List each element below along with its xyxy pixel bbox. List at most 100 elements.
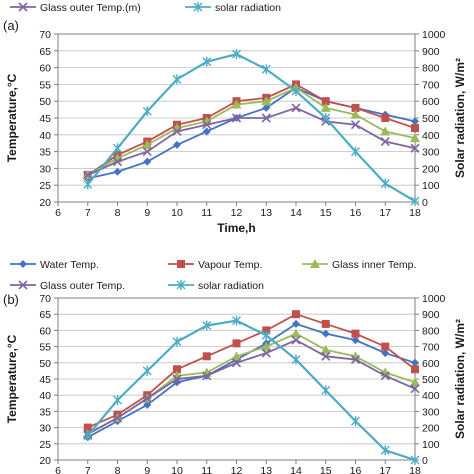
x-tick-label: 10 [171, 207, 183, 219]
data-point-solar [321, 113, 331, 123]
series-line-vapour [87, 83, 416, 176]
x-tick-label: 13 [260, 207, 272, 219]
x-tick-label: 13 [260, 465, 272, 474]
series-water [83, 319, 419, 442]
x-axis-title: Time,h [217, 221, 255, 235]
x-tick-label: 12 [231, 465, 243, 474]
x-tick-label: 8 [115, 465, 121, 474]
y-tick-label: 60 [39, 63, 51, 75]
legend: Water Temp. Vapour Temp. Glass inner Temp.… [10, 259, 416, 292]
data-point-glass_inner [410, 377, 420, 387]
data-point-glass_inner [320, 344, 331, 354]
data-point-glass_outer [112, 157, 123, 167]
data-point-glass_inner [380, 126, 391, 136]
x-tick-label: 6 [55, 465, 61, 474]
legend-marker-water [19, 260, 27, 268]
series-solar [83, 315, 420, 465]
x-tick-label: 11 [201, 465, 212, 474]
y2-tick-label: 200 [422, 423, 440, 435]
y2-tick-label: 0 [422, 455, 428, 467]
y-tick-label: 70 [39, 29, 51, 41]
data-point-water [381, 349, 390, 358]
chart-panel-a: 2025303540455055606570010020030040050060… [3, 2, 467, 235]
data-point-water [173, 140, 181, 149]
data-point-vapour [351, 329, 360, 338]
data-point-vapour [321, 97, 330, 106]
legend-label-water: Water Temp. [40, 259, 99, 271]
y2-tick-label: 500 [422, 374, 440, 386]
y2-tick-label: 600 [422, 96, 440, 108]
data-point-vapour [411, 365, 419, 374]
series-line-solar [86, 52, 416, 203]
y-tick-label: 35 [39, 147, 51, 159]
series-solar [83, 49, 420, 207]
data-point-glass_outer [142, 393, 152, 404]
data-point-solar [351, 146, 360, 157]
y2-tick-label: 600 [422, 358, 440, 370]
series-glass_outer [83, 335, 420, 439]
x-tick-label: 7 [85, 207, 91, 219]
panel-label: (b) [3, 292, 19, 307]
data-point-solar [113, 143, 122, 154]
data-point-water [351, 336, 360, 345]
series-glass_inner [82, 82, 420, 180]
x-tick-label: 17 [379, 465, 391, 474]
series-line-glass_inner [87, 332, 416, 435]
data-point-glass_outer [321, 351, 331, 361]
data-point-glass_outer [350, 354, 361, 365]
x-tick-label: 15 [320, 465, 332, 474]
y2-tick-label: 700 [422, 79, 440, 91]
data-point-water [411, 117, 419, 126]
data-point-solar [380, 178, 390, 189]
y-tick-label: 30 [39, 423, 51, 435]
y-tick-label: 20 [39, 455, 51, 467]
data-point-water [143, 400, 152, 409]
x-tick-label: 18 [409, 207, 421, 219]
data-point-glass_outer [112, 413, 123, 423]
y-tick-label: 25 [39, 180, 51, 192]
data-point-solar [83, 179, 93, 190]
legend-label-vapour: Vapour Temp. [198, 259, 262, 271]
data-point-solar [291, 86, 301, 97]
data-point-solar [202, 56, 212, 67]
y-tick-label: 55 [39, 342, 51, 354]
data-point-solar [172, 74, 182, 85]
series-line-vapour [87, 313, 416, 429]
y2-tick-label: 900 [422, 309, 440, 321]
data-point-glass_inner [261, 96, 272, 106]
legend-label-glass_outer: Glass outer Temp.(m) [40, 2, 141, 14]
y2-tick-label: 1000 [422, 29, 446, 41]
data-point-vapour [232, 339, 241, 348]
y-tick-label: 35 [39, 406, 51, 418]
y2-tick-label: 200 [422, 163, 440, 175]
x-tick-label: 11 [201, 207, 212, 219]
data-point-solar [83, 430, 93, 441]
legend-marker-vapour [177, 260, 185, 268]
data-point-glass_outer [380, 136, 390, 147]
data-point-glass_inner [410, 133, 420, 143]
data-point-solar [261, 64, 271, 75]
data-point-glass_inner [320, 102, 331, 112]
data-point-water [292, 319, 300, 328]
data-point-glass_outer [172, 126, 182, 137]
y2-tick-label: 800 [422, 63, 440, 75]
data-point-glass_outer [83, 170, 93, 180]
data-point-water [113, 167, 122, 176]
data-point-solar [142, 106, 152, 117]
y2-tick-label: 300 [422, 147, 440, 159]
y-tick-label: 60 [39, 325, 51, 337]
data-point-glass_outer [350, 120, 361, 130]
data-point-glass_inner [231, 351, 242, 361]
x-tick-label: 6 [55, 207, 61, 219]
data-point-vapour [381, 114, 390, 122]
data-point-glass_outer [202, 371, 212, 381]
x-tick-label: 9 [144, 207, 150, 219]
data-point-vapour [173, 365, 181, 374]
y2-tick-label: 500 [422, 113, 440, 125]
data-point-water [262, 103, 271, 112]
x-tick-label: 12 [231, 207, 243, 219]
data-point-glass_outer [291, 103, 301, 113]
data-point-glass_outer [142, 147, 152, 157]
y-tick-label: 55 [39, 79, 51, 91]
series-line-glass_outer [87, 106, 416, 176]
